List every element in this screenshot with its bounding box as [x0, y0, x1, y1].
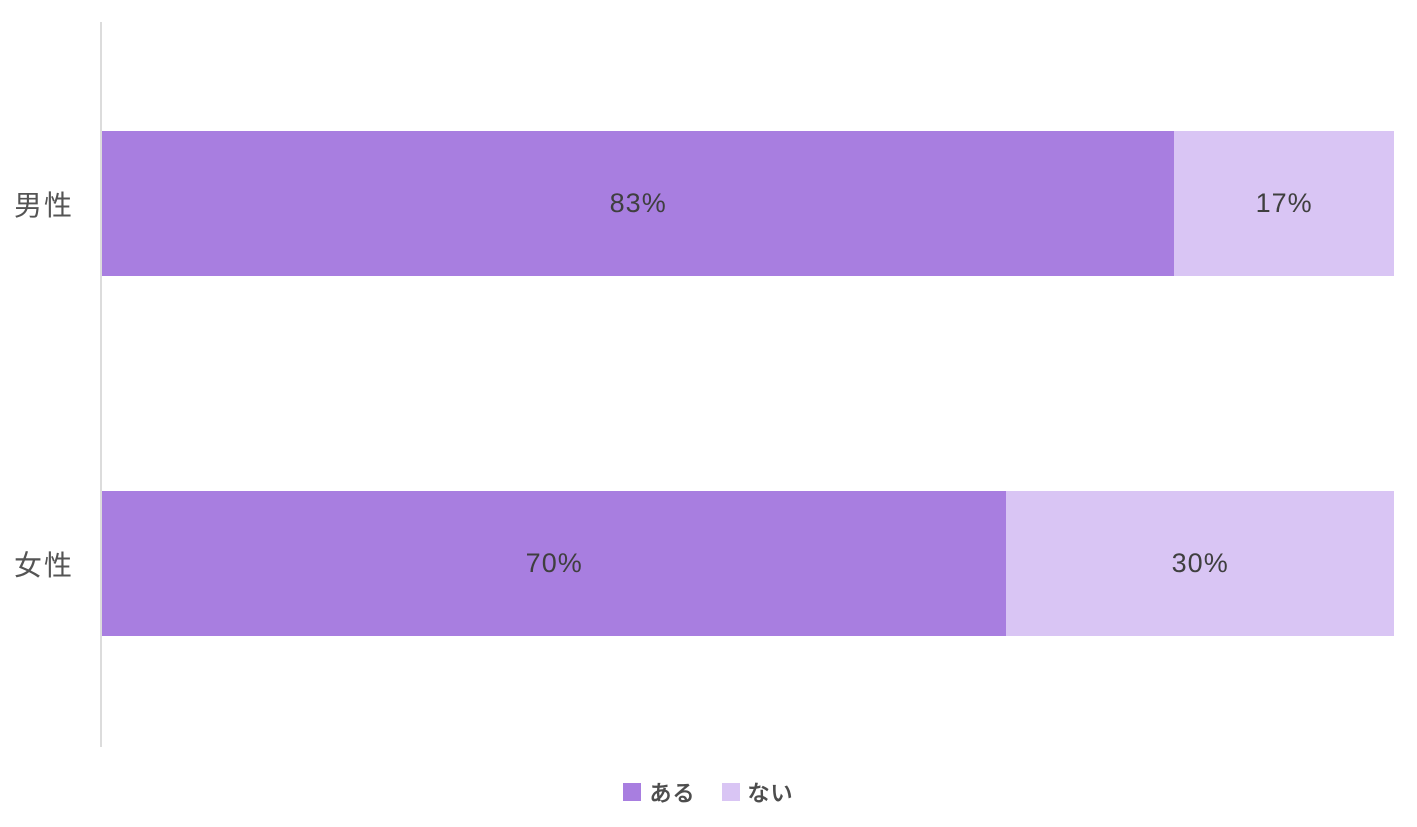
value-label: 17% [1255, 188, 1313, 218]
value-label: 83% [609, 188, 667, 218]
category-label: 女性 [13, 549, 74, 581]
bar-segment-ある: 83% [102, 131, 1175, 276]
bar-segment-ない: 30% [1006, 491, 1394, 636]
y-axis-line [100, 22, 102, 747]
bar-track: 70% 30% [102, 491, 1394, 636]
legend-swatch [623, 783, 642, 801]
value-label: 30% [1171, 548, 1229, 578]
legend-item-ない: ない [721, 776, 794, 808]
category-label: 男性 [13, 189, 74, 221]
legend: ある ない [0, 776, 1417, 808]
bar-segment-ある: 70% [102, 491, 1007, 636]
bar-track: 83% 17% [102, 131, 1394, 276]
chart-row: 男性 83% 17% [0, 131, 1394, 276]
chart-row: 女性 70% 30% [0, 491, 1394, 636]
bar-segment-ない: 17% [1174, 131, 1394, 276]
value-label: 70% [525, 548, 583, 578]
legend-item-ある: ある [623, 776, 695, 808]
legend-label: ない [747, 781, 794, 806]
legend-label: ある [649, 781, 696, 806]
legend-swatch [721, 783, 740, 801]
